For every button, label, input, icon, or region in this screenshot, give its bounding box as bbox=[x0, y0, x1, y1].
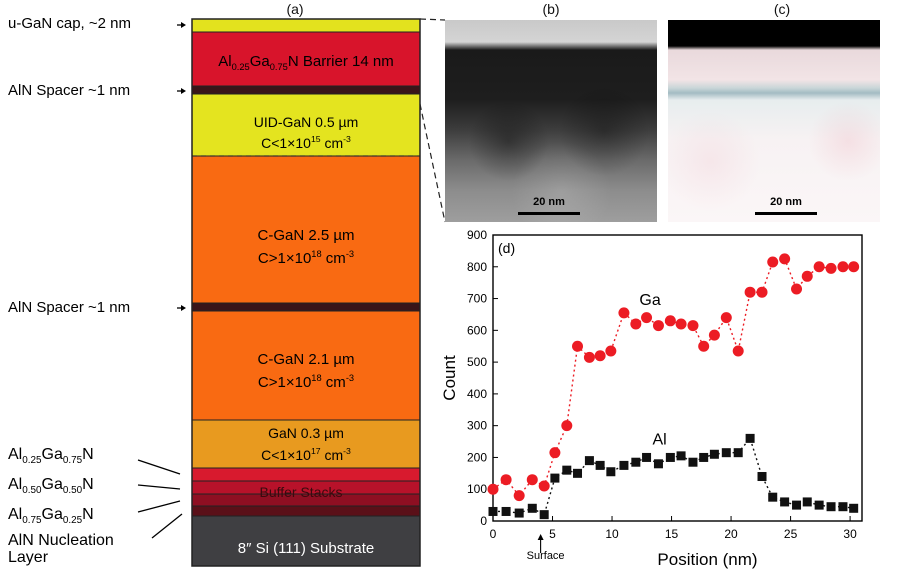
tem-image-c bbox=[668, 20, 880, 222]
substrate-label: 8″ Si (111) Substrate bbox=[238, 540, 375, 557]
layer-spacer-mid bbox=[191, 302, 421, 312]
spacer-label-top: AlN Spacer ~1 nm bbox=[8, 82, 130, 99]
spacer-mid-arrow-head bbox=[181, 305, 186, 311]
cgan1-line2: C>1×1018 cm-3 bbox=[258, 249, 354, 267]
layer-barrier bbox=[191, 31, 421, 87]
layer-nucleation bbox=[191, 505, 421, 517]
gan-line1: GaN 0.3 µm bbox=[268, 425, 344, 441]
side-label-al50: Al0.50Ga0.50N bbox=[8, 476, 94, 496]
layer-gan bbox=[191, 419, 421, 469]
layer-substrate bbox=[191, 515, 421, 567]
pointer-al75 bbox=[137, 500, 181, 513]
stack-outline bbox=[191, 18, 421, 567]
panel-label-a: (a) bbox=[286, 1, 304, 17]
uid-line2: C<1×1015 cm-3 bbox=[261, 134, 351, 151]
layer-buffer-1 bbox=[191, 467, 421, 482]
cgan2-line2: C>1×1018 cm-3 bbox=[258, 373, 354, 391]
zoom-line-top bbox=[419, 18, 446, 21]
pointer-nucleation bbox=[151, 513, 183, 539]
scalebar-c-label: 20 nm bbox=[770, 196, 802, 208]
gan-line2: C<1×1017 cm-3 bbox=[261, 446, 351, 463]
tem-noise-b bbox=[445, 20, 657, 222]
tem-tint-c bbox=[668, 20, 880, 222]
layer-cap bbox=[191, 18, 421, 33]
pointer-al50 bbox=[137, 484, 181, 490]
side-label-al25: Al0.25Ga0.75N bbox=[8, 446, 94, 466]
barrier-label: Al0.25Ga0.75N Barrier 14 nm bbox=[218, 53, 393, 72]
cap-arrow-head bbox=[181, 22, 186, 28]
buffer-label: Buffer Stacks bbox=[259, 484, 342, 500]
uid-line1: UID-GaN 0.5 µm bbox=[254, 114, 359, 130]
layer-spacer bbox=[191, 85, 421, 95]
cgan1-line1: C-GaN 2.5 µm bbox=[258, 227, 355, 244]
scalebar-b-label: 20 nm bbox=[533, 196, 565, 208]
side-label-al75: Al0.75Ga0.25N bbox=[8, 506, 94, 526]
spacer-label-mid: AlN Spacer ~1 nm bbox=[8, 299, 130, 316]
tem-image-b bbox=[445, 20, 657, 222]
scalebar-b bbox=[518, 212, 580, 215]
cap-label: u-GaN cap, ~2 nm bbox=[8, 15, 131, 32]
nucleation-line1: AlN Nucleation bbox=[8, 532, 114, 549]
spacer-top-arrow-head bbox=[181, 88, 186, 94]
scalebar-c bbox=[755, 212, 817, 215]
pointer-al25 bbox=[137, 459, 181, 475]
nucleation-line2: Layer bbox=[8, 549, 49, 566]
zoom-line-bottom bbox=[419, 103, 446, 223]
layer-cgan-1 bbox=[191, 155, 421, 304]
panel-label-c: (c) bbox=[773, 1, 791, 17]
panel-label-b: (b) bbox=[542, 1, 560, 17]
cgan2-line1: C-GaN 2.1 µm bbox=[258, 351, 355, 368]
